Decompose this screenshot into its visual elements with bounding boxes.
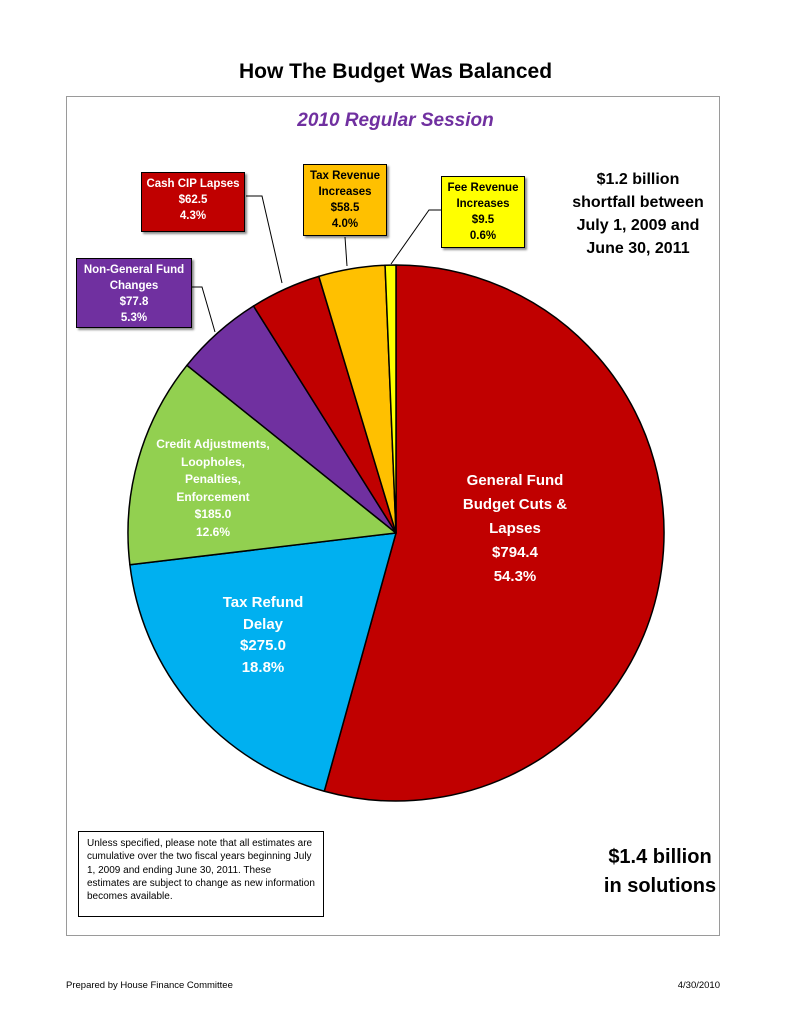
credit-label-1: Credit Adjustments, [156,437,270,451]
credit-label-4: Enforcement [176,489,250,504]
callout-non-general-fund: Non-General Fund Changes $77.8 5.3% [76,258,192,328]
credit-label-2: Loopholes, [181,454,245,469]
callout-cash-label: Cash CIP Lapses [146,178,240,190]
gf-value: $794.4 [492,544,538,561]
gf-percent: 54.3% [493,568,537,585]
chart-frame [66,96,720,936]
callout-ngf-label-1: Non-General Fund [83,264,185,276]
slice-label-credit-adjustments: Credit Adjustments, Loopholes, Penalties… [128,436,298,541]
callout-tax-percent: 4.0% [331,218,359,230]
shortfall-line-4: June 30, 2011 [586,240,690,257]
gf-label-1: General Fund [466,472,564,489]
callout-fee-label-1: Fee Revenue [447,182,519,194]
callout-ngf-percent: 5.3% [120,312,148,324]
page-title: How The Budget Was Balanced [238,60,553,83]
slice-label-general-fund: General Fund Budget Cuts & Lapses $794.4… [420,469,610,589]
solutions-line-1: $1.4 billion [608,846,712,868]
callout-tax-label-2: Increases [318,186,372,198]
shortfall-line-1: $1.2 billion [596,171,680,188]
credit-percent: 12.6% [195,524,231,539]
leader-line-tax [344,236,348,267]
slice-fee-revenue [384,264,397,534]
shortfall-line-3: July 1, 2009 and [576,217,700,234]
callout-fee-label-2: Increases [456,198,510,210]
callout-fee-value: $9.5 [471,214,495,226]
refund-label-2: Delay [242,615,284,633]
solutions-total: $1.4 billion in solutions [560,843,760,901]
callout-tax-label-1: Tax Revenue [309,170,381,182]
callout-tax-value: $58.5 [330,202,360,214]
gf-label-2: Budget Cuts & [462,496,568,513]
shortfall-line-2: shortfall between [572,194,704,211]
estimates-note: Unless specified, please note that all e… [78,831,324,917]
leader-line-cash [246,195,283,284]
callout-fee-percent: 0.6% [469,230,497,242]
refund-value: $275.0 [240,637,286,654]
chart-subtitle: 2010 Regular Session [297,110,494,131]
gf-label-3: Lapses [489,520,541,537]
footer-prepared-by: Prepared by House Finance Committee [66,980,233,991]
callout-fee-revenue: Fee Revenue Increases $9.5 0.6% [441,176,525,248]
solutions-line-2: in solutions [603,875,717,897]
callout-cash-cip-lapses: Cash CIP Lapses $62.5 4.3% [141,172,245,232]
refund-percent: 18.8% [241,658,285,676]
callout-cash-percent: 4.3% [179,210,207,222]
leader-line-fee [390,209,441,265]
slice-label-tax-refund: Tax Refund Delay $275.0 18.8% [178,592,348,678]
refund-label-1: Tax Refund [222,594,304,611]
shortfall-note: $1.2 billion shortfall between July 1, 2… [540,168,736,260]
callout-cash-value: $62.5 [178,194,208,206]
callout-ngf-value: $77.8 [119,296,149,308]
credit-value: $185.0 [194,507,232,521]
slice-tax-refund-delay [129,532,397,792]
leader-line-ngf [192,286,216,333]
credit-label-3: Penalties, [184,472,242,486]
slice-credit-adjustments [127,364,397,566]
callout-ngf-label-2: Changes [109,280,159,292]
footer-date: 4/30/2010 [677,980,720,991]
callout-tax-revenue: Tax Revenue Increases $58.5 4.0% [303,164,387,236]
slice-general-fund [323,264,665,802]
